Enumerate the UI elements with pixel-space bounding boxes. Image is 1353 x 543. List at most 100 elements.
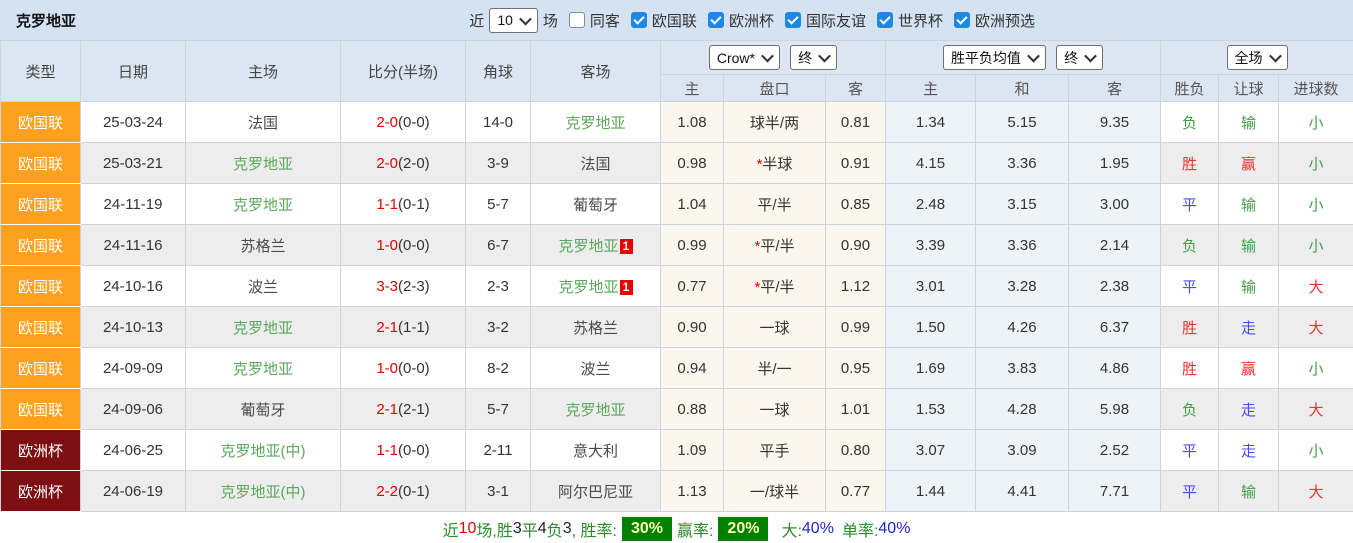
away-team-cell: 克罗地亚 (530, 101, 661, 143)
competition-checkbox-4[interactable] (953, 12, 970, 28)
result-value: 胜 (1182, 360, 1198, 378)
handicap-cell: 平手 (723, 429, 826, 471)
chevron-down-icon (818, 49, 832, 63)
result-cell: 胜 (1160, 142, 1220, 184)
bookmaker-stage-value: 终 (798, 49, 813, 66)
away-team-name: 苏格兰 (572, 319, 618, 337)
avg-type-value: 胜平负均值 (950, 49, 1021, 66)
avg-away-cell: 2.52 (1068, 429, 1162, 471)
handicap-cell: 一球 (723, 306, 826, 348)
avg-home-cell: 4.15 (885, 142, 977, 184)
date-cell: 24-11-19 (80, 183, 186, 225)
avg-home-cell: 1.53 (885, 388, 977, 430)
away-team-cell: 克罗地亚 1 (530, 224, 661, 266)
bookmaker-select[interactable]: Crow* (708, 45, 780, 70)
competition-checkbox-1[interactable] (707, 12, 724, 28)
goals-value: 大 (1308, 319, 1324, 337)
handicap-result-value: 赢 (1241, 155, 1257, 173)
red-card-badge: 1 (619, 279, 633, 295)
corners-cell: 3-1 (465, 470, 531, 512)
result-group-header: 全场 (1160, 40, 1353, 75)
competition-label-0: 欧国联 (651, 12, 697, 30)
footer-big-label: 大: (781, 522, 802, 540)
goals-cell: 小 (1278, 347, 1353, 389)
subheader-result: 胜负 (1160, 74, 1220, 102)
table-row: 欧国联 24-11-19 克罗地亚 1-1(0-1) 5-7 葡萄牙 1.04 … (0, 183, 1353, 225)
subheader-odds-home: 主 (660, 74, 724, 102)
table-row: 欧国联 24-11-16 苏格兰 1-0(0-0) 6-7 克罗地亚 1 0.99… (0, 224, 1353, 266)
fulltime-score: 2-0 (376, 113, 398, 131)
result-value: 平 (1182, 196, 1198, 214)
competition-type-cell: 欧国联 (0, 265, 81, 307)
header-type: 类型 (0, 40, 81, 102)
date-cell: 25-03-24 (80, 101, 186, 143)
result-cell: 平 (1160, 265, 1220, 307)
away-team-cell: 意大利 (530, 429, 661, 471)
avg-away-cell: 4.86 (1068, 347, 1162, 389)
competition-checkbox-3[interactable] (876, 12, 893, 28)
scope-select[interactable]: 全场 (1226, 45, 1288, 70)
handicap-result-value: 走 (1241, 401, 1257, 419)
avg-draw-cell: 3.83 (975, 347, 1070, 389)
subheader-handicap-result: 让球 (1218, 74, 1280, 102)
odds-away-cell: 0.80 (824, 429, 887, 471)
avg-draw-cell: 3.36 (975, 224, 1070, 266)
home-team-cell: 葡萄牙 (185, 388, 341, 430)
halftime-score: (1-1) (398, 318, 430, 336)
odds-away-cell: 1.12 (824, 265, 887, 307)
matches-label: 场 (542, 12, 558, 30)
handicap-cell: *平/半 (723, 224, 826, 266)
competition-label-1: 欧洲杯 (728, 12, 774, 30)
date-cell: 24-10-13 (80, 306, 186, 348)
recent-count-value: 10 (497, 12, 513, 28)
handicap-star: * (756, 155, 763, 173)
corners-cell: 3-9 (465, 142, 531, 184)
halftime-score: (2-3) (398, 277, 430, 295)
competition-type-cell: 欧国联 (0, 306, 81, 348)
date-cell: 24-10-16 (80, 265, 186, 307)
recent-label: 近 (469, 12, 485, 30)
odds-away-cell: 1.01 (824, 388, 887, 430)
odds-away-cell: 0.85 (824, 183, 887, 225)
competition-checkbox-2[interactable] (784, 12, 801, 28)
header-date: 日期 (80, 40, 186, 102)
competition-label-4: 欧洲预选 (974, 12, 1035, 30)
odds-home-cell: 0.77 (660, 265, 724, 307)
header-away: 客场 (530, 40, 661, 102)
odds-away-cell: 0.95 (824, 347, 887, 389)
home-team-name: 克罗地亚(中) (220, 483, 306, 501)
away-team-cell: 克罗地亚 (530, 388, 661, 430)
handicap-value: 半/一 (757, 360, 792, 378)
home-team-cell: 克罗地亚 (185, 142, 341, 184)
handicap-cell: *半球 (723, 142, 826, 184)
avg-stage-select[interactable]: 终 (1056, 45, 1104, 70)
goals-cell: 大 (1278, 388, 1353, 430)
score-cell: 1-0(0-0) (340, 347, 466, 389)
odds-away-cell: 0.99 (824, 306, 887, 348)
away-team-name: 法国 (580, 155, 611, 173)
corners-cell: 3-2 (465, 306, 531, 348)
avg-home-cell: 3.01 (885, 265, 977, 307)
avg-away-cell: 5.98 (1068, 388, 1162, 430)
handicap-result-cell: 赢 (1218, 142, 1280, 184)
recent-count-select[interactable]: 10 (489, 7, 538, 33)
result-value: 负 (1182, 401, 1198, 419)
avg-type-select[interactable]: 胜平负均值 (942, 45, 1046, 70)
chevron-down-icon (1084, 49, 1097, 63)
avg-draw-cell: 5.15 (975, 101, 1070, 143)
header-score: 比分(半场) (340, 40, 466, 102)
bookmaker-stage-select[interactable]: 终 (790, 45, 838, 70)
competition-checkbox-0[interactable] (630, 12, 647, 28)
score-cell: 1-1(0-1) (340, 183, 466, 225)
competition-label-2: 国际友谊 (805, 12, 866, 30)
date-cell: 24-09-06 (80, 388, 186, 430)
footer-big-rate: 40% (801, 519, 834, 537)
home-team-name: 克罗地亚 (232, 196, 293, 214)
page-title: 克罗地亚 (16, 12, 77, 30)
table-row: 欧洲杯 24-06-25 克罗地亚(中) 1-1(0-0) 2-11 意大利 1… (0, 429, 1353, 471)
footer-seg-b: 平 (521, 522, 538, 540)
handicap-value: 半球 (762, 155, 793, 173)
handicap-cell: *平/半 (723, 265, 826, 307)
result-value: 负 (1182, 114, 1198, 132)
same-venue-checkbox[interactable] (568, 12, 585, 28)
